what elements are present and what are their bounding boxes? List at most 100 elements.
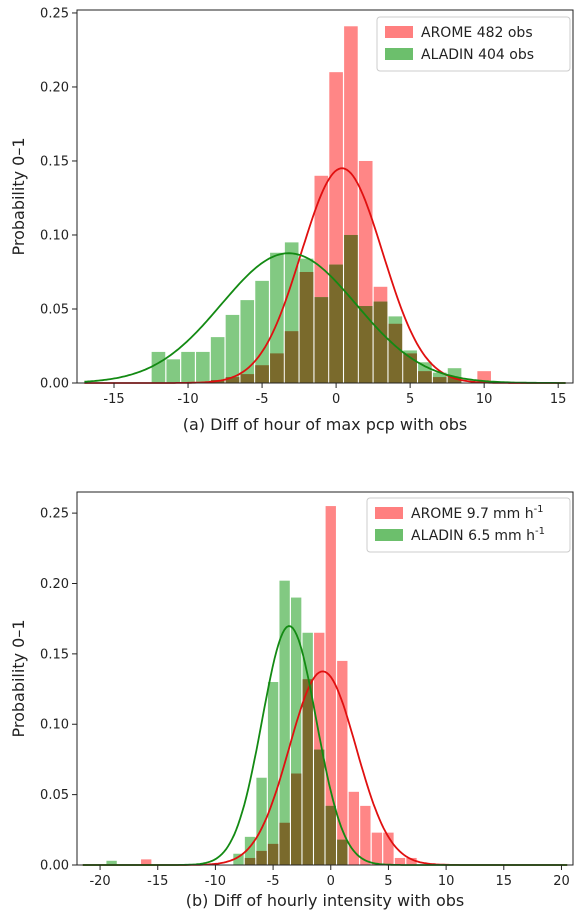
legend-swatch-aladin — [385, 48, 413, 60]
y-tick-label: 0.00 — [40, 377, 69, 392]
legend-label-arome: AROME 482 obs — [421, 25, 533, 41]
y-axis-label: Probability 0–1 — [9, 619, 28, 737]
legend-label-aladin: ALADIN 404 obs — [421, 47, 534, 63]
bar-overlap — [240, 374, 255, 383]
bar-overlap — [447, 377, 462, 383]
y-tick-label: 0.25 — [40, 507, 69, 522]
bar-arome — [394, 857, 406, 865]
bar-overlap — [329, 264, 343, 383]
bar-arome — [383, 832, 394, 865]
bar-aladin — [279, 580, 290, 865]
plot-frame — [76, 9, 574, 384]
bar-overlap — [432, 377, 447, 383]
chart-panel-b: -20 -15 -10 -5 0 5 10 15 20 0.00 0.05 0.10 0.15 0.20 0… — [9, 491, 574, 910]
x-axis-label: (b) Diff of hourly intensity with obs — [186, 891, 465, 910]
bar-overlap — [358, 306, 373, 383]
legend-unit-exponent: -1 — [534, 504, 544, 515]
bar-overlap — [244, 857, 256, 865]
legend-unit: mm h — [494, 528, 535, 544]
bar-overlap — [225, 377, 240, 383]
bar-aladin — [244, 836, 256, 865]
bar-aladin — [270, 252, 284, 383]
x-tick-label: 15 — [496, 874, 513, 889]
chart-panel-a: -15 -10 -5 0 5 10 15 0.00 0.05 0.10 0.15 0.20 0.25 (a… — [9, 6, 574, 434]
y-tick-label: 0.15 — [40, 647, 69, 662]
bar-aladin — [290, 597, 302, 865]
legend-box — [376, 16, 571, 72]
bar-aladin — [240, 300, 255, 383]
y-tick-label: 0.20 — [40, 80, 69, 95]
y-tick-label: 0.20 — [40, 577, 69, 592]
x-tick-label: 0 — [327, 874, 335, 889]
bar-arome — [314, 632, 325, 865]
bar-arome — [371, 832, 383, 865]
bar-overlap — [314, 749, 325, 865]
x-tick-label: 10 — [438, 874, 455, 889]
x-tick-label: 10 — [476, 392, 493, 407]
x-tick-label: -5 — [267, 874, 280, 889]
bar-overlap — [418, 371, 432, 383]
x-tick-label: -15 — [103, 392, 124, 407]
x-tick-label: -10 — [177, 392, 198, 407]
bar-arome — [477, 371, 491, 383]
bar-overlap — [256, 850, 267, 865]
bar-overlap — [337, 839, 348, 865]
bar-overlap — [299, 271, 314, 383]
bar-arome — [337, 660, 348, 865]
bar-arome — [325, 506, 336, 865]
y-tick-label: 0.00 — [40, 859, 69, 874]
x-tick-label: 15 — [550, 392, 567, 407]
bar-aladin — [225, 314, 240, 383]
x-tick-label: -10 — [205, 874, 226, 889]
y-axis-label: Probability 0–1 — [9, 137, 28, 255]
legend-text: ALADIN 404 obs — [421, 47, 534, 63]
bar-aladin — [181, 351, 195, 383]
bar-overlap — [325, 805, 336, 865]
legend: AROME 482 obs ALADIN 404 obs — [376, 16, 571, 72]
legend-swatch-arome — [385, 26, 413, 38]
legend-text: AROME 9.7 — [411, 506, 489, 522]
x-tick-label: -5 — [256, 392, 269, 407]
x-tick-label: -15 — [147, 874, 168, 889]
bar-overlap — [290, 773, 302, 865]
bar-overlap — [403, 353, 417, 383]
fit-curve-aladin — [84, 252, 566, 384]
legend-unit-exponent: -1 — [535, 526, 545, 537]
bar-aladin — [106, 860, 117, 865]
bar-arome — [360, 805, 371, 865]
overlap-bars — [210, 234, 462, 383]
x-tick-label: 20 — [553, 874, 570, 889]
y-tick-label: 0.05 — [40, 788, 69, 803]
y-tick-label: 0.15 — [40, 154, 69, 169]
overlap-bars — [244, 679, 348, 865]
x-tick-label: 5 — [406, 392, 414, 407]
bar-aladin — [256, 777, 267, 865]
legend-label-arome: AROME 9.7 mm h-1 — [411, 504, 544, 522]
bar-aladin — [151, 351, 166, 383]
bar-overlap — [302, 679, 313, 865]
fit-curve-aladin — [82, 625, 568, 866]
bar-aladin — [267, 682, 279, 865]
bar-overlap — [373, 301, 388, 383]
y-tick-label: 0.25 — [40, 6, 69, 21]
bar-overlap — [279, 822, 290, 865]
x-tick-label: 5 — [384, 874, 392, 889]
y-tick-label: 0.05 — [40, 302, 69, 317]
legend-text: ALADIN 6.5 — [411, 528, 490, 544]
y-tick-label: 0.10 — [40, 718, 69, 733]
bar-overlap — [344, 234, 358, 383]
x-tick-label: 0 — [332, 392, 340, 407]
bar-arome — [348, 791, 360, 865]
plot-frame — [76, 491, 574, 866]
x-axis-label: (a) Diff of hour of max pcp with obs — [183, 415, 467, 434]
bar-overlap — [314, 297, 329, 383]
x-tick-label: -20 — [89, 874, 110, 889]
bar-aladin — [210, 337, 225, 383]
legend-unit: mm h — [493, 506, 534, 522]
bar-arome — [406, 857, 417, 865]
legend-box — [366, 497, 571, 553]
bar-overlap — [267, 843, 279, 865]
legend-label-aladin: ALADIN 6.5 mm h-1 — [411, 526, 545, 544]
